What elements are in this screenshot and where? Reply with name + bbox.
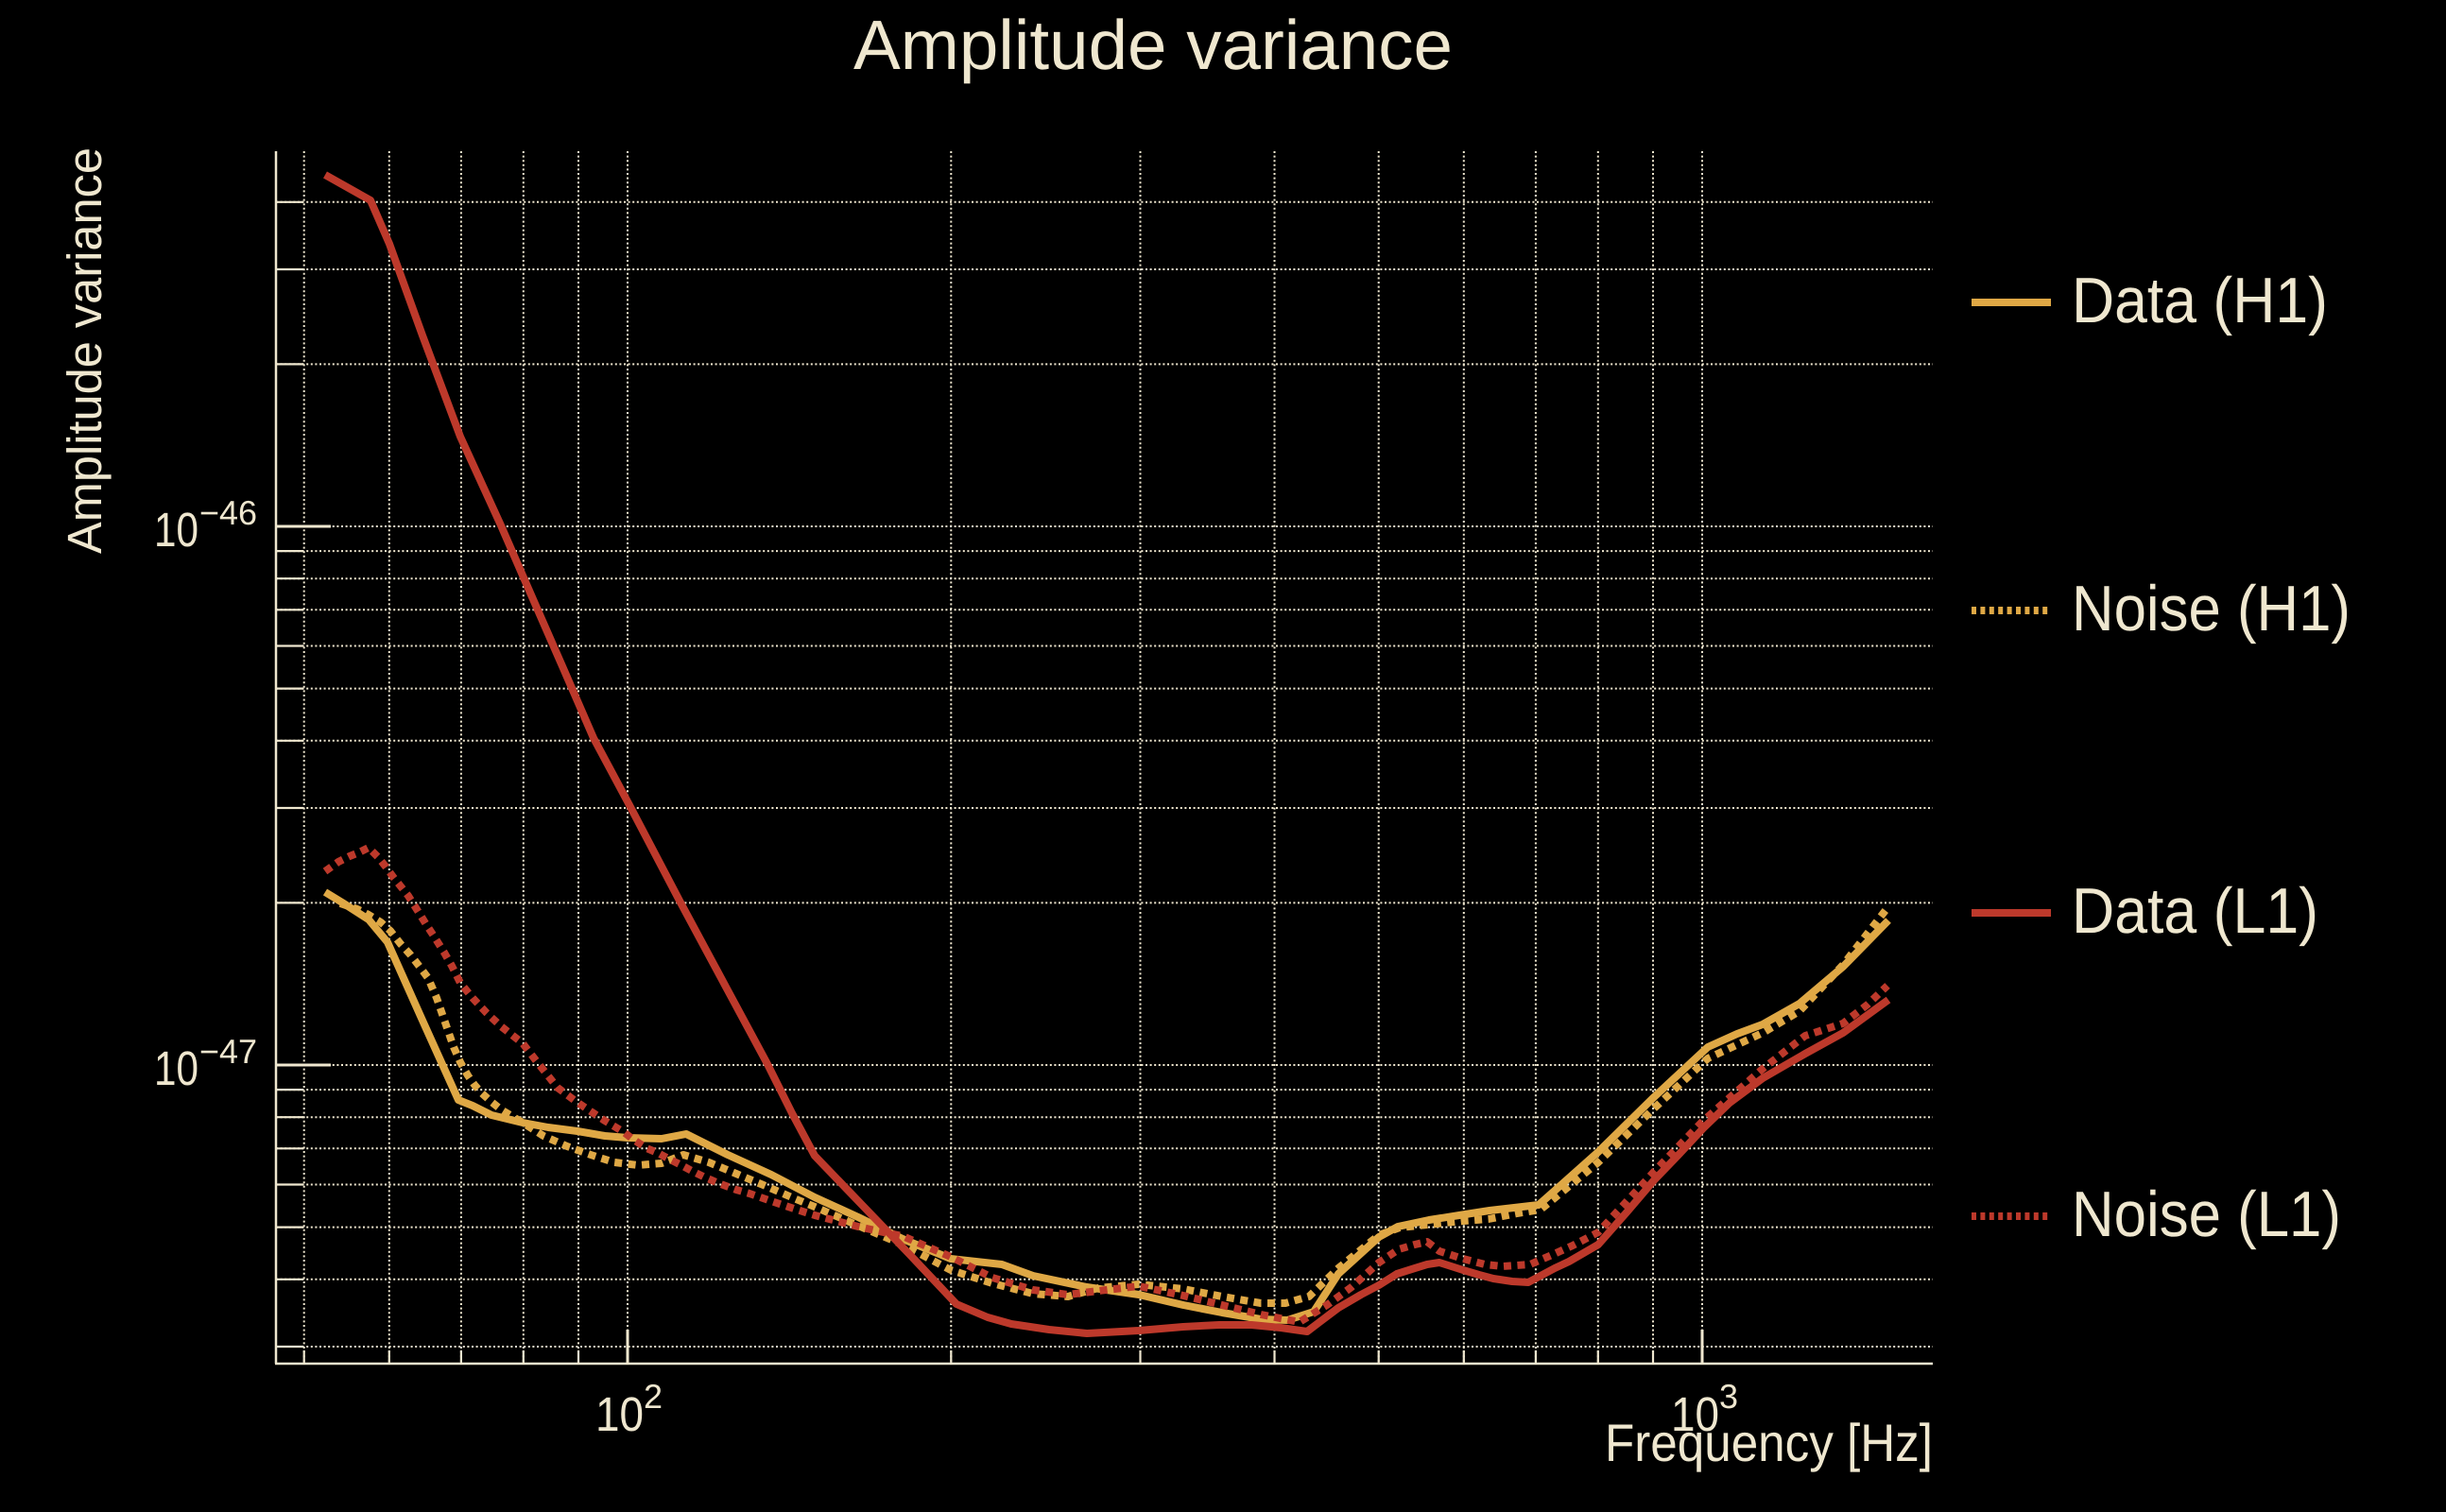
svg-text:Amplitude variance: Amplitude variance [853,6,1453,84]
svg-text:−46: −46 [199,493,257,532]
svg-text:Amplitude variance: Amplitude variance [58,147,112,554]
svg-text:Data (H1): Data (H1) [2072,265,2328,336]
svg-text:10: 10 [154,503,198,557]
svg-text:2: 2 [644,1377,663,1416]
svg-text:10: 10 [595,1387,644,1441]
svg-text:Noise (L1): Noise (L1) [2072,1178,2341,1250]
svg-text:Noise (H1): Noise (H1) [2072,573,2351,644]
svg-text:3: 3 [1719,1377,1738,1416]
svg-text:−47: −47 [199,1032,257,1071]
svg-text:10: 10 [1671,1387,1719,1441]
svg-text:Frequency [Hz]: Frequency [Hz] [1605,1413,1933,1472]
svg-text:Data (L1): Data (L1) [2072,875,2318,947]
svg-text:10: 10 [154,1041,198,1095]
